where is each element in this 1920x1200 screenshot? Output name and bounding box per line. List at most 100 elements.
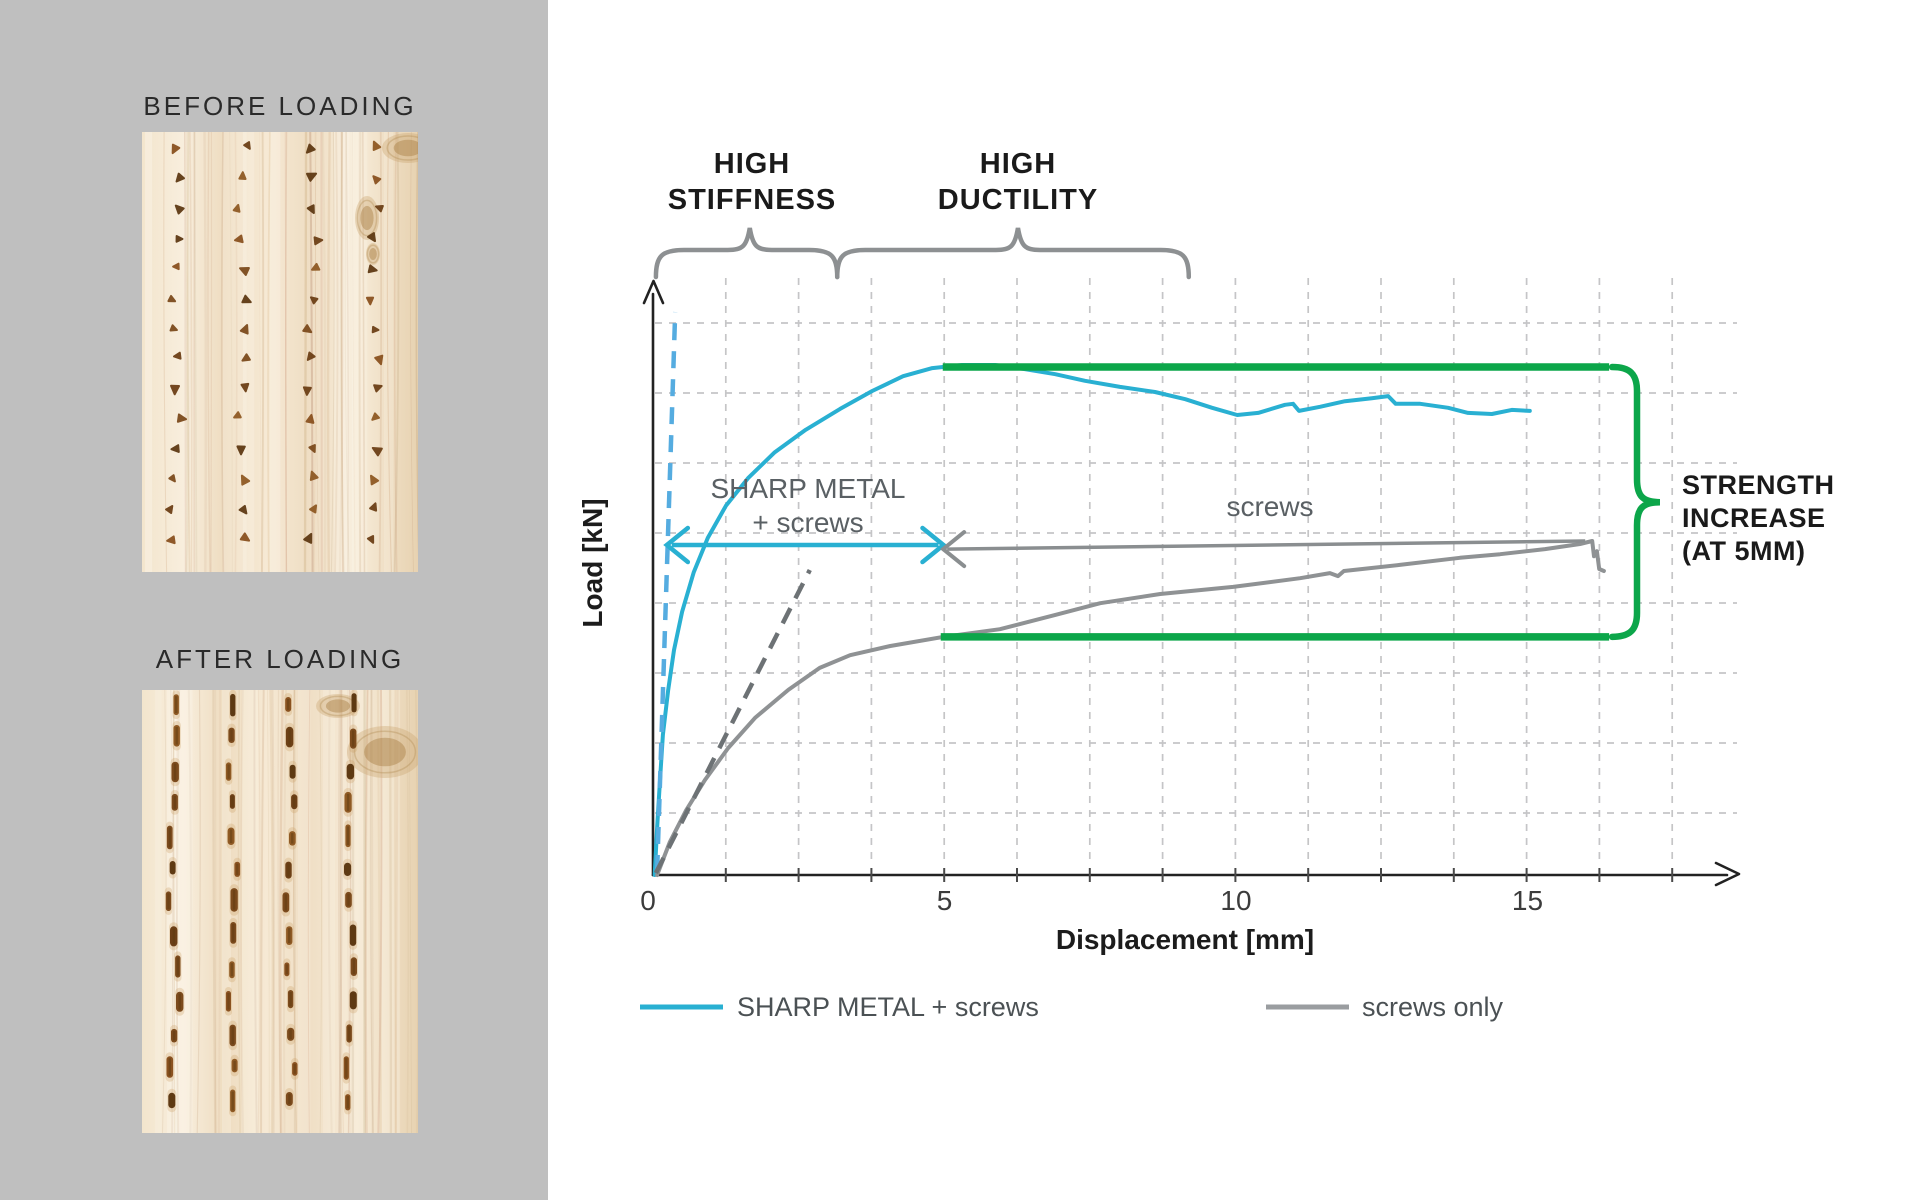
svg-text:STRENGTH: STRENGTH [1682, 470, 1835, 500]
nail-hole [165, 505, 174, 515]
wood-grain-line [340, 132, 345, 572]
wood-grain-line [279, 690, 284, 1133]
hole-shadow [347, 893, 350, 906]
hole-shadow [349, 765, 352, 778]
hole-shadow [175, 727, 178, 745]
wood-grain-line [394, 690, 399, 1133]
wood-grain-line [369, 690, 374, 1133]
wood-knot-core [393, 139, 418, 157]
wood-grain-line [184, 132, 186, 572]
hole-shadow [176, 957, 179, 976]
nail-hole [306, 351, 316, 361]
nail-hole [367, 232, 377, 243]
nail-hole [306, 204, 315, 215]
wood-grain-line [321, 132, 327, 572]
hole-shadow [229, 829, 233, 843]
wood-highlight [298, 690, 311, 1133]
hole-shadow [293, 796, 296, 808]
wood-grain-line [410, 132, 414, 572]
wood-grain-line [210, 132, 213, 572]
hole-shadow [171, 863, 174, 873]
wood-highlight [222, 690, 231, 1133]
wood-knot-core [325, 699, 351, 713]
wood-grain-line [338, 690, 342, 1133]
wood-grain-line [362, 132, 366, 572]
hole-shadow [285, 964, 289, 975]
nail-hole [239, 324, 249, 335]
y-axis-arrow-icon [642, 279, 665, 305]
nail-hole [309, 504, 318, 514]
high-ductility-caption: HIGH DUCTILITY [938, 148, 1098, 216]
wood-grain-line [338, 132, 344, 572]
nail-hole [175, 172, 185, 183]
sample-panel: BEFORE LOADING AFTER LOADING [0, 0, 548, 1200]
wood-knot [347, 726, 418, 778]
hole-shadow [172, 928, 175, 945]
wood-grain-line [319, 690, 322, 1133]
x-tick-label: 0 [640, 885, 656, 916]
screws-curve-label: screws [1226, 491, 1313, 522]
wood-highlight [155, 690, 162, 1133]
wood-grain-line [330, 132, 335, 572]
arrow-right-icon [920, 525, 948, 565]
svg-text:STIFFNESS: STIFFNESS [668, 184, 837, 216]
nail-hole [241, 294, 252, 304]
nail-hole [241, 353, 251, 362]
nail-hole [172, 262, 180, 271]
hole-shadow [168, 1058, 171, 1076]
hole-shadow [345, 1058, 348, 1078]
wood-grain-line [415, 132, 418, 557]
wood-grain-line [415, 690, 418, 1133]
wood-knot-core [364, 737, 406, 767]
wood-photo-graphic [142, 690, 418, 1133]
hole-shadow [178, 993, 181, 1010]
wood-grain-line [309, 132, 315, 572]
strength-increase-caption: STRENGTH INCREASE (AT 5MM) [1682, 470, 1835, 566]
wood-grain-line [203, 132, 207, 572]
x-tick-label: 15 [1512, 885, 1543, 916]
wood-knot [355, 196, 379, 240]
hole-shadow [232, 890, 236, 910]
nail-hole [167, 294, 177, 303]
axes [642, 279, 1741, 887]
before-loading-photo [142, 132, 418, 572]
wood-grain-line [187, 690, 193, 1133]
wood-grain-line [338, 690, 343, 1133]
nail-hole [166, 535, 176, 545]
nail-hole [374, 354, 384, 366]
wood-grain-line [364, 690, 369, 1133]
arrow-left-icon [663, 525, 691, 565]
wood-knot-ring [366, 244, 380, 264]
nail-hole [169, 324, 178, 332]
svg-text:HIGH: HIGH [980, 148, 1057, 180]
nail-hole [369, 502, 378, 512]
hole-shadow [352, 730, 355, 747]
wood-grain-line [377, 690, 383, 1133]
hole-shadow [346, 864, 349, 874]
wood-grain-line [347, 690, 352, 1133]
wood-knot [316, 694, 360, 718]
wood-grain-line [163, 132, 168, 572]
wood-grain-line [303, 132, 308, 572]
hole-shadow [293, 1064, 296, 1074]
wood-knot-core [369, 247, 377, 261]
wood-grain-line [393, 132, 400, 572]
hole-shadow [227, 993, 230, 1010]
wood-grain-line [260, 132, 265, 572]
wood-grain-line [184, 132, 187, 572]
nail-hole [309, 296, 319, 305]
strength-brace-icon [1608, 363, 1661, 641]
axis-ticks [724, 868, 1674, 882]
svg-text:SHARP METAL: SHARP METAL [710, 473, 905, 504]
nail-hole [239, 267, 250, 276]
wood-grain-line [344, 132, 350, 572]
wood-grain-line [284, 132, 287, 572]
curve-initial-stiffness-tangent-screws-only- [653, 568, 812, 875]
wood-grain-line [176, 690, 181, 1133]
high-stiffness-brace-icon [653, 227, 840, 280]
hole-shadow [231, 1026, 234, 1045]
sharp-metal-curve-label: SHARP METAL + screws [710, 473, 905, 538]
svg-text:HIGH: HIGH [714, 148, 791, 180]
svg-text:DUCTILITY: DUCTILITY [938, 184, 1098, 216]
hole-shadow [284, 894, 287, 911]
